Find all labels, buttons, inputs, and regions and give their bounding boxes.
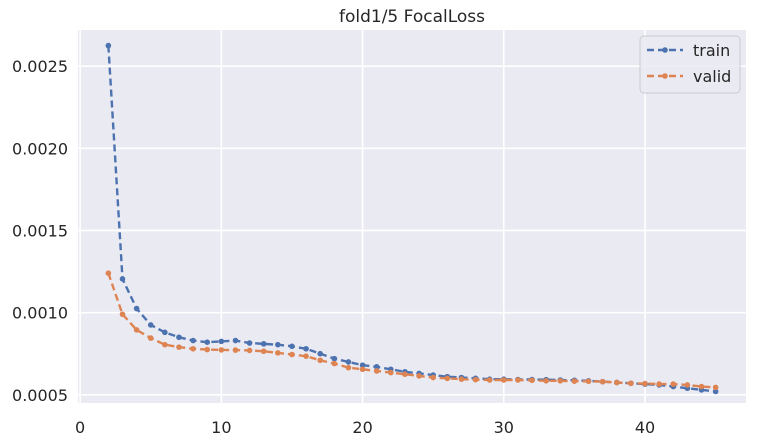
- data-point-valid: [176, 344, 182, 350]
- chart-title: fold1/5 FocalLoss: [339, 7, 485, 27]
- x-tick-label: 40: [635, 418, 655, 437]
- data-point-valid: [712, 384, 719, 391]
- data-point-valid: [331, 360, 338, 367]
- data-point-valid: [303, 353, 309, 359]
- legend-label-train: train: [693, 41, 730, 60]
- data-point-valid: [289, 351, 295, 358]
- data-point-train: [275, 341, 281, 348]
- data-point-valid: [585, 378, 592, 385]
- data-point-train: [133, 305, 140, 312]
- data-point-train: [345, 359, 352, 365]
- data-point-train: [359, 362, 366, 369]
- data-point-valid: [557, 378, 564, 384]
- data-point-valid: [204, 346, 211, 353]
- x-tick-label: 10: [211, 418, 231, 437]
- data-point-valid: [458, 376, 465, 382]
- series-valid: [105, 270, 719, 391]
- data-point-train: [105, 42, 112, 49]
- data-point-valid: [218, 347, 225, 353]
- data-point-train: [147, 322, 154, 328]
- data-point-valid: [402, 371, 408, 378]
- series-layer: [105, 42, 719, 395]
- y-tick-label: 0.0020: [12, 139, 68, 158]
- data-point-valid: [147, 335, 154, 341]
- data-point-valid: [190, 345, 196, 352]
- data-point-valid: [543, 378, 549, 384]
- data-point-train: [218, 338, 225, 345]
- data-point-valid: [430, 374, 436, 381]
- data-point-valid: [373, 368, 380, 374]
- x-axis-ticks: 0 10 20 30 40: [75, 418, 655, 437]
- data-point-valid: [260, 348, 267, 355]
- data-point-valid: [388, 369, 394, 376]
- data-point-valid: [529, 377, 535, 384]
- data-point-valid: [642, 380, 648, 387]
- data-point-valid: [656, 381, 662, 387]
- data-point-valid: [444, 375, 451, 382]
- grid-lines: [78, 30, 746, 403]
- data-point-train: [373, 364, 380, 370]
- data-point-valid: [698, 383, 705, 390]
- data-point-train: [260, 341, 267, 347]
- x-tick-label: 30: [494, 418, 514, 437]
- data-point-valid: [472, 376, 479, 383]
- data-point-train: [246, 340, 253, 346]
- data-point-train: [162, 329, 168, 336]
- data-point-train: [119, 276, 126, 282]
- data-point-valid: [105, 270, 112, 276]
- data-point-train: [317, 350, 324, 357]
- data-point-valid: [684, 382, 691, 388]
- data-point-valid: [599, 378, 606, 385]
- data-point-train: [176, 334, 182, 341]
- data-point-train: [712, 388, 719, 395]
- data-point-valid: [416, 373, 422, 379]
- data-point-train: [303, 345, 309, 352]
- data-point-valid: [501, 377, 507, 383]
- data-point-valid: [246, 347, 253, 354]
- data-point-valid: [628, 380, 634, 387]
- data-point-train: [204, 339, 211, 346]
- data-point-train: [232, 337, 239, 344]
- data-point-valid: [317, 357, 324, 364]
- data-point-valid: [232, 347, 239, 353]
- x-tick-label: 0: [75, 418, 85, 437]
- legend-marker-train: [662, 47, 668, 53]
- data-point-valid: [275, 350, 281, 356]
- y-tick-label: 0.0025: [12, 57, 68, 76]
- series-line-valid: [107, 272, 716, 389]
- data-point-train: [289, 343, 295, 350]
- data-point-valid: [571, 378, 578, 384]
- data-point-valid: [670, 381, 677, 387]
- legend-marker-valid: [662, 73, 668, 79]
- data-point-valid: [162, 341, 168, 348]
- data-point-train: [331, 355, 338, 362]
- y-tick-label: 0.0005: [12, 386, 68, 405]
- data-point-train: [190, 337, 196, 344]
- legend: train valid: [639, 35, 741, 94]
- legend-label-valid: valid: [693, 67, 731, 86]
- y-axis-ticks: 0.0005 0.0010 0.0015 0.0020 0.0025: [12, 57, 68, 405]
- data-point-valid: [613, 379, 620, 386]
- data-point-valid: [133, 327, 140, 333]
- plot-area: [78, 30, 746, 403]
- y-tick-label: 0.0010: [12, 304, 68, 323]
- data-point-valid: [515, 377, 521, 383]
- data-point-valid: [359, 366, 366, 373]
- data-point-valid: [345, 364, 352, 371]
- data-point-valid: [486, 377, 493, 383]
- y-tick-label: 0.0015: [12, 221, 68, 240]
- x-tick-label: 20: [352, 418, 372, 437]
- data-point-valid: [119, 311, 126, 318]
